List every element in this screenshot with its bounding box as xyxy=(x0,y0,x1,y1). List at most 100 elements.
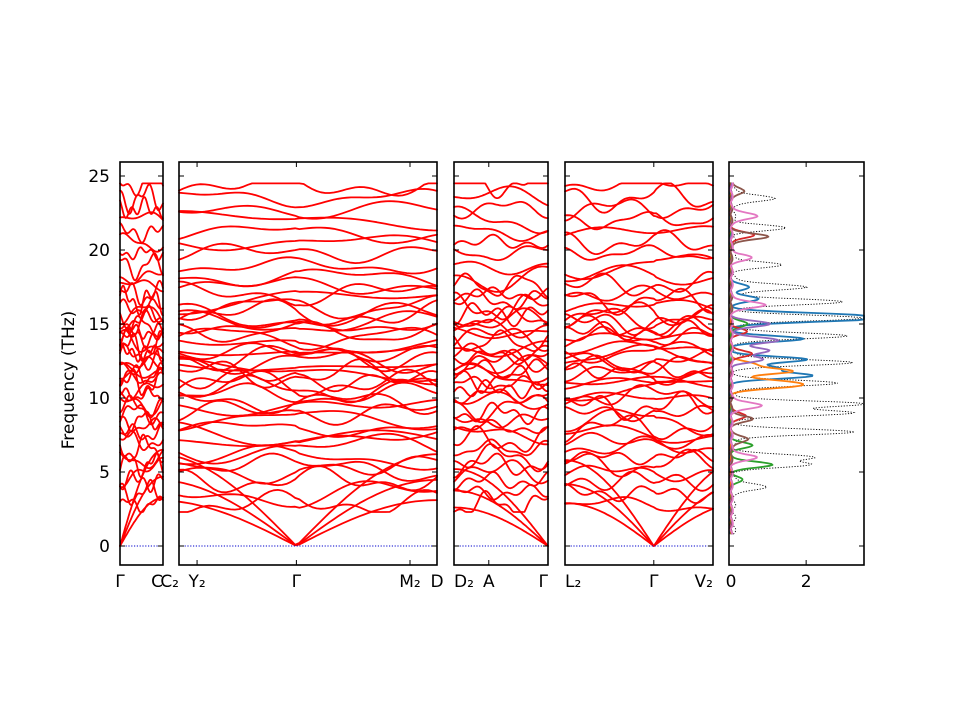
band-branch xyxy=(178,368,438,393)
band-branch xyxy=(178,298,438,326)
band-branch xyxy=(178,410,438,432)
band-branch xyxy=(564,287,714,316)
band-branch xyxy=(453,342,549,362)
band-branch xyxy=(564,304,714,330)
band-branch xyxy=(564,284,714,302)
band-branch xyxy=(564,391,714,405)
band-branch xyxy=(453,182,549,199)
band-branch xyxy=(119,366,164,396)
dos-x-tick-label: 2 xyxy=(801,572,812,592)
band-branch xyxy=(119,246,164,262)
band-branch xyxy=(453,425,549,453)
band-branch xyxy=(453,233,549,249)
band-branch xyxy=(119,270,164,285)
band-branch xyxy=(119,222,164,244)
band-branch xyxy=(453,305,549,328)
band-branch xyxy=(564,435,714,455)
band-branch xyxy=(119,387,164,403)
band-branch xyxy=(564,341,714,364)
band-branch xyxy=(453,265,549,293)
band-branch xyxy=(453,302,549,328)
band-branch xyxy=(178,465,438,494)
band-branch xyxy=(178,301,438,328)
band-branch xyxy=(453,419,549,435)
band-branch xyxy=(564,375,714,389)
band-branch xyxy=(564,332,714,348)
band-branch xyxy=(564,325,714,346)
band-branch xyxy=(119,410,164,433)
band-branch xyxy=(119,279,164,293)
band-branch xyxy=(119,371,164,384)
band-branch xyxy=(119,423,164,441)
band-branch xyxy=(564,301,714,328)
band-branch xyxy=(178,339,438,354)
band-branch xyxy=(564,408,714,437)
band-branch xyxy=(453,272,549,299)
band-branch xyxy=(178,368,438,398)
band-branch xyxy=(564,482,714,504)
band-branch xyxy=(178,421,438,447)
band-branch xyxy=(564,244,714,261)
axes-frame xyxy=(564,161,714,566)
band-branch xyxy=(119,330,164,362)
x-tick-label: C₂ xyxy=(160,572,179,592)
band-branch xyxy=(564,253,714,281)
band-branch xyxy=(119,252,164,282)
band-branch xyxy=(178,489,438,513)
band-branch xyxy=(178,290,438,316)
band-branch xyxy=(178,182,438,197)
axes-frame xyxy=(119,161,164,566)
x-tick-label: Γ xyxy=(649,572,659,592)
axes-frame xyxy=(453,161,549,566)
x-tick-label: A xyxy=(483,572,495,592)
band-branch xyxy=(453,329,549,352)
band-branch xyxy=(564,470,714,492)
y-tick-label: 0 xyxy=(99,537,110,557)
acoustic-branch xyxy=(453,468,549,547)
band-branch xyxy=(564,229,714,255)
band-branch xyxy=(119,469,164,493)
band-branch xyxy=(564,448,714,478)
band-branch xyxy=(119,304,164,329)
x-tick-label: D₂ xyxy=(454,572,474,592)
band-branch xyxy=(178,381,438,404)
band-branch xyxy=(119,382,164,402)
band-branch xyxy=(564,270,714,297)
band-branch xyxy=(564,264,714,286)
band-branch xyxy=(178,326,438,351)
acoustic-branch xyxy=(119,475,164,547)
acoustic-branch xyxy=(453,506,549,547)
y-axis-label: Frequency (THz) xyxy=(59,311,79,450)
band-branch xyxy=(178,256,438,275)
y-tick-label: 5 xyxy=(99,463,110,483)
band-branch xyxy=(178,225,438,245)
band-branch xyxy=(178,429,438,447)
band-branch xyxy=(119,279,164,307)
y-tick-label: 10 xyxy=(88,389,110,409)
band-branch xyxy=(119,329,164,353)
band-branch xyxy=(178,294,438,321)
band-branch xyxy=(119,452,164,479)
band-branch xyxy=(564,431,714,450)
band-branch xyxy=(564,404,714,423)
band-branch xyxy=(178,320,438,343)
band-branch xyxy=(178,318,438,335)
band-branch xyxy=(564,198,714,222)
band-branch xyxy=(564,225,714,237)
band-branch xyxy=(453,470,549,492)
band-branch xyxy=(564,340,714,355)
band-branch xyxy=(453,413,549,429)
acoustic-branch xyxy=(178,453,438,546)
band-branch xyxy=(178,309,438,332)
y-tick-label: 15 xyxy=(88,315,110,335)
x-tick-label: D xyxy=(430,572,443,592)
band-branch xyxy=(178,234,438,252)
x-tick-label: Γ xyxy=(539,572,549,592)
band-branch xyxy=(453,443,549,473)
acoustic-branch xyxy=(564,502,714,547)
band-branch xyxy=(178,399,438,417)
band-branch xyxy=(119,394,164,419)
acoustic-branch xyxy=(119,497,164,547)
band-branch xyxy=(178,480,438,509)
